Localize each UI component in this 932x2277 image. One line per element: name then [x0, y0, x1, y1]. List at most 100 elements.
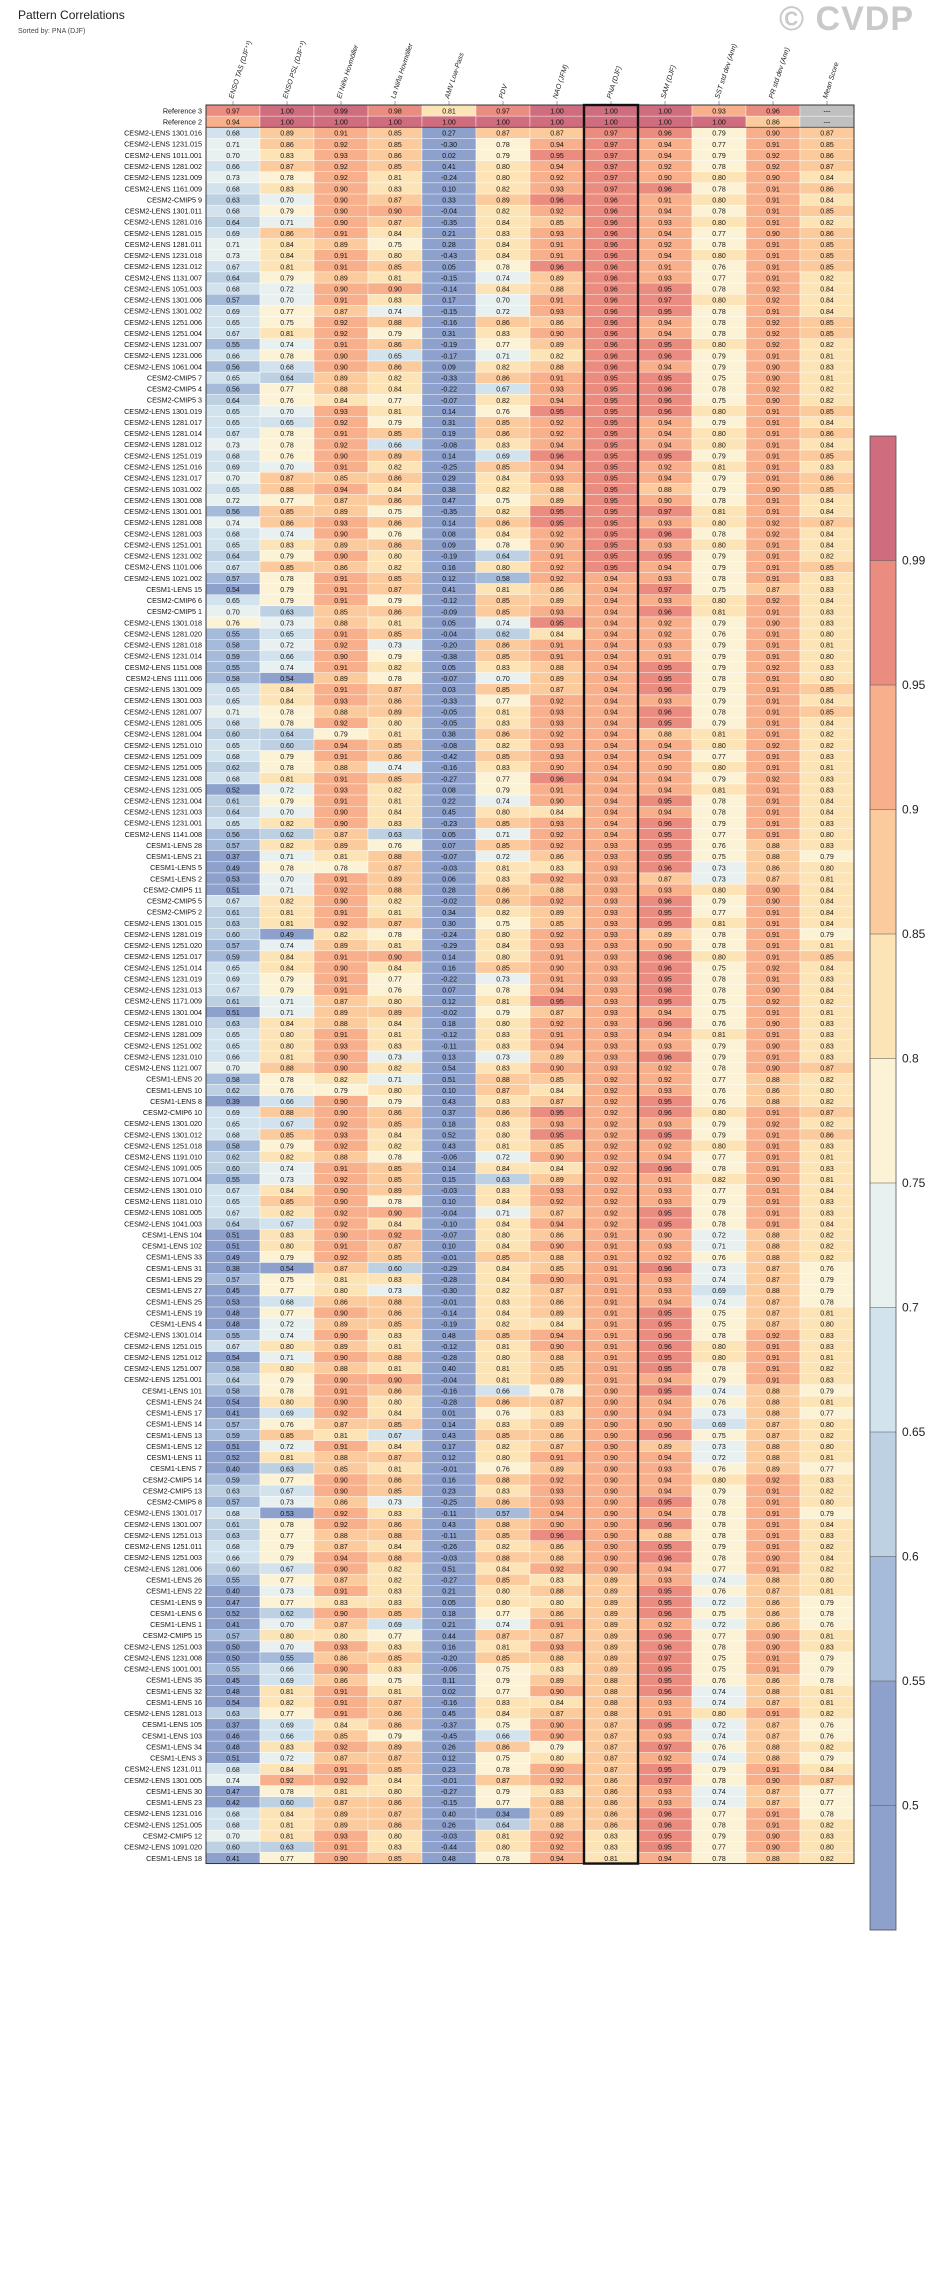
cell-value: 0.91 [550, 253, 564, 260]
cell-value: 0.71 [226, 142, 240, 149]
cell-value: 0.96 [604, 275, 618, 282]
cell-value: 0.31 [442, 331, 456, 338]
cell-value: 0.78 [712, 209, 726, 216]
cell-value: 0.88 [334, 387, 348, 394]
row-label: CESM1-LENS 14 [146, 1420, 202, 1429]
cell-value: 0.96 [604, 242, 618, 249]
cell-value: 0.68 [226, 287, 240, 294]
cell-value: -0.14 [441, 287, 457, 294]
cell-value: -0.15 [441, 275, 457, 282]
cell-value: 0.90 [388, 287, 402, 294]
column-header: PDV [498, 83, 510, 100]
cell-value: 0.90 [658, 175, 672, 182]
row-label: CESM2-LENS 1071.004 [124, 1175, 202, 1184]
cell-value: 0.85 [820, 253, 834, 260]
row-label: CESM2-LENS 1081.005 [124, 1208, 202, 1217]
cell-value: 0.94 [658, 364, 672, 371]
row-label: CESM2-LENS 1251.009 [124, 752, 202, 761]
cell-value: 0.73 [226, 253, 240, 260]
cell-value: 0.90 [766, 175, 780, 182]
row-label: CESM2-LENS 1251.003 [124, 1642, 202, 1651]
cell-value: 0.78 [712, 242, 726, 249]
row-label: CESM2-LENS 1281.016 [124, 218, 202, 227]
cell-value: 0.90 [334, 353, 348, 360]
colorbar-tick-label: 0.55 [902, 1674, 926, 1688]
cell-value: 0.81 [280, 264, 294, 271]
cell-value: 0.73 [226, 175, 240, 182]
cell-value: 0.95 [658, 376, 672, 383]
cell-value: 0.92 [766, 342, 780, 349]
cell-value: 0.86 [280, 231, 294, 238]
cell-value: 0.96 [604, 298, 618, 305]
cell-value: 0.68 [226, 209, 240, 216]
cell-value: 0.90 [766, 364, 780, 371]
cell-value: 0.94 [658, 320, 672, 327]
cell-value: 1.00 [388, 120, 402, 127]
row-label: CESM2-LENS 1251.012 [124, 1353, 202, 1362]
cell-value: 0.85 [388, 131, 402, 138]
cell-value: 0.85 [820, 242, 834, 249]
colorbar-tick-label: 0.65 [902, 1425, 926, 1439]
row-label: CESM1-LENS 26 [146, 1576, 202, 1585]
cell-value: 0.91 [334, 131, 348, 138]
cell-value: 0.90 [334, 364, 348, 371]
cell-value: 0.80 [712, 253, 726, 260]
row-label: CESM2-LENS 1091.020 [124, 1843, 202, 1852]
cell-value: 0.99 [334, 108, 348, 115]
cell-value: 0.93 [658, 275, 672, 282]
cell-value: 0.94 [658, 142, 672, 149]
cell-value: 0.84 [820, 287, 834, 294]
cell-value: 1.00 [334, 120, 348, 127]
cell-value: -0.15 [441, 309, 457, 316]
cell-value: 0.92 [550, 209, 564, 216]
cell-value: --- [824, 120, 832, 127]
row-label: CESM2-CMIP5 4 [147, 385, 202, 394]
cell-value: 0.64 [280, 376, 294, 383]
colorbar-segment [870, 1183, 896, 1308]
cell-value: 0.97 [226, 108, 240, 115]
cell-value: 0.84 [496, 287, 510, 294]
cell-value: 0.83 [280, 186, 294, 193]
cell-value: 0.94 [226, 120, 240, 127]
row-label: CESM2-LENS 1281.008 [124, 518, 202, 527]
cell-value: 0.90 [334, 287, 348, 294]
cell-value: 0.94 [658, 253, 672, 260]
row-label: CESM2-LENS 1231.015 [124, 140, 202, 149]
cell-value: 0.84 [820, 298, 834, 305]
row-label: CESM2-LENS 1091.005 [124, 1164, 202, 1173]
row-label: CESM2-LENS 1161.009 [125, 184, 202, 193]
colorbar-segment [870, 436, 896, 561]
cell-value: 0.91 [334, 298, 348, 305]
cell-value: 0.97 [604, 175, 618, 182]
colorbar-segment [870, 560, 896, 686]
cell-value: 0.87 [280, 164, 294, 171]
row-label: CESM1-LENS 8 [150, 1097, 202, 1106]
cell-value: 0.71 [280, 220, 294, 227]
cell-value: 1.00 [712, 120, 726, 127]
cell-value: 0.85 [820, 320, 834, 327]
cell-value: 0.80 [496, 175, 510, 182]
colorbar-segment [870, 1556, 896, 1682]
row-label: CESM2-LENS 1301.006 [124, 296, 202, 305]
cell-value: 0.86 [820, 186, 834, 193]
cell-value: 0.64 [226, 220, 240, 227]
cell-value: 0.82 [496, 209, 510, 216]
cell-value: 1.00 [658, 120, 672, 127]
cell-value: 1.00 [658, 108, 672, 115]
row-label: CESM2-LENS 1251.018 [124, 1141, 202, 1150]
cell-value: 0.94 [550, 142, 564, 149]
cell-value: 1.00 [550, 108, 564, 115]
row-label: CESM2-LENS 1251.017 [124, 952, 202, 961]
cell-value: 0.93 [658, 220, 672, 227]
cell-value: 0.91 [766, 209, 780, 216]
cell-value: 0.90 [334, 197, 348, 204]
cell-value: 0.84 [496, 242, 510, 249]
cell-value: 0.91 [334, 253, 348, 260]
cell-value: 1.00 [604, 120, 618, 127]
row-label: CESM2-CMIP5 5 [147, 897, 202, 906]
cell-value: 0.83 [388, 186, 402, 193]
cell-value: 0.95 [604, 376, 618, 383]
row-label: CESM1-LENS 34 [146, 1742, 202, 1751]
row-label: CESM2-LENS 1281.011 [125, 240, 202, 249]
